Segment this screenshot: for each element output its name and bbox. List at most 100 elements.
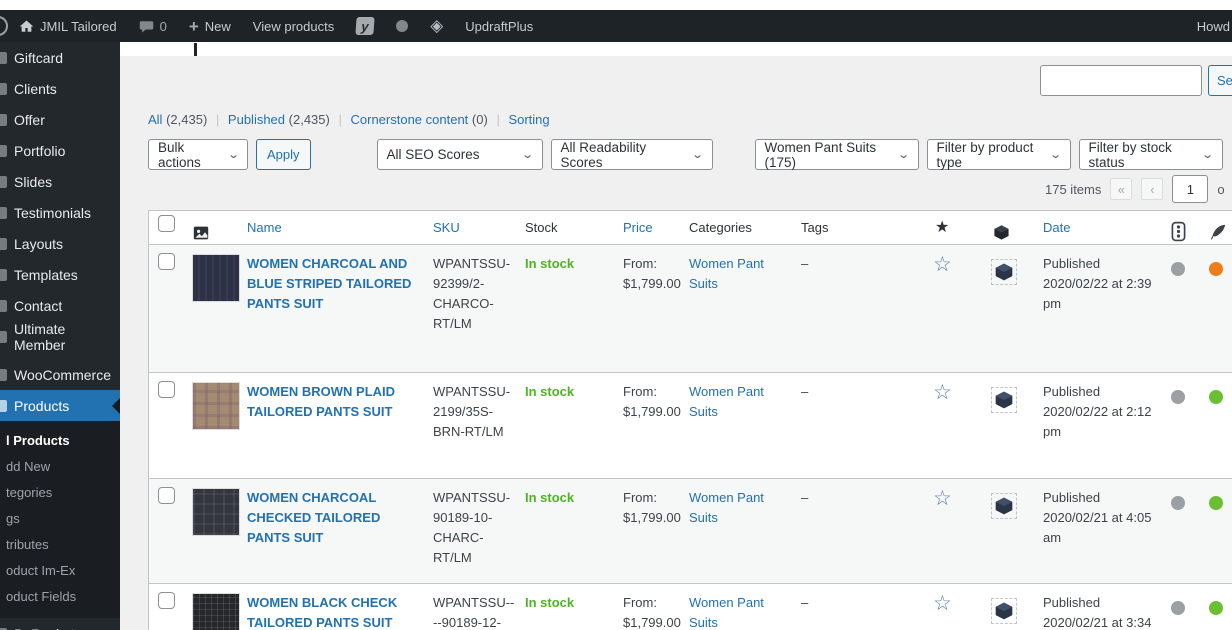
top-tick [194,43,197,56]
notification-dot-menu[interactable] [385,10,419,42]
view-sorting-link[interactable]: Sorting [508,112,549,127]
chevron-down-icon: ⌄ [521,148,534,161]
view-products-link[interactable]: View products [242,10,345,42]
sidebar-label: Products [14,398,69,414]
sidebar-label: Contact [14,298,62,314]
view-all-link[interactable]: All [148,112,162,127]
row-checkbox[interactable] [158,381,175,398]
category-link[interactable]: Women Pant Suits [689,384,764,419]
bulk-actions-select[interactable]: Bulk actions ⌄ [148,139,248,170]
feature-star-toggle[interactable]: ☆ [933,253,952,276]
category-link[interactable]: Women Pant Suits [689,256,764,291]
readability-scores-select[interactable]: All Readability Scores ⌄ [551,139,713,170]
submenu-tags[interactable]: gs [0,506,120,532]
column-header-sku[interactable]: SKU [433,211,525,245]
category-link[interactable]: Women Pant Suits [689,490,764,525]
product-name-link[interactable]: WOMEN BROWN PLAID TAILORED PANTS SUIT [247,382,423,422]
feature-star-toggle[interactable]: ☆ [933,487,952,510]
table-row: WOMEN BLACK CHECK TAILORED PANTS SUIT ID… [149,584,1232,630]
product-thumbnail[interactable] [192,254,240,302]
column-header-name[interactable]: Name [247,211,433,245]
chevron-down-icon: ⌄ [1201,148,1214,161]
submenu-attributes[interactable]: tributes [0,532,120,558]
stock-status-select[interactable]: Filter by stock status ⌄ [1079,139,1223,170]
new-content-menu[interactable]: + New [178,10,242,42]
site-name-menu[interactable]: JMIL Tailored [8,10,128,42]
sidebar-item-ultimate-member[interactable]: Ultimate Member [0,321,120,352]
view-published-link[interactable]: Published [228,112,285,127]
sidebar-item-portfolio[interactable]: Portfolio [0,135,120,166]
product-name-link[interactable]: WOMEN CHARCOAL AND BLUE STRIPED TAILORED… [247,254,423,314]
row-checkbox[interactable] [158,592,175,609]
sidebar-item-templates[interactable]: Templates [0,259,120,290]
updraftplus-menu[interactable]: UpdraftPlus [454,10,544,42]
product-box-icon[interactable] [991,493,1017,519]
prev-page-button[interactable]: ‹ [1141,178,1163,200]
submenu-all-products[interactable]: l Products [0,428,120,454]
sidebar-item-contact[interactable]: Contact [0,290,120,321]
feature-star-toggle[interactable]: ☆ [933,381,952,404]
submenu-categories[interactable]: tegories [0,480,120,506]
product-price: From: $1,799.00 [623,245,689,372]
sidebar-label: Slides [14,174,52,190]
separator: | [496,112,499,127]
seo-scores-value: All SEO Scores [387,147,480,162]
select-all-checkbox[interactable] [158,215,175,232]
apply-button[interactable]: Apply [256,139,311,170]
comments-menu[interactable]: 0 [128,10,178,42]
sidebar-item-giftcard[interactable]: Giftcard [0,42,120,73]
of-label: o [1217,182,1224,197]
search-products-button[interactable]: Sea [1208,65,1232,96]
seo-scores-select[interactable]: All SEO Scores ⌄ [377,139,543,170]
sidebar-item-offer[interactable]: Offer [0,104,120,135]
row-checkbox[interactable] [158,253,175,270]
seo-score-column-icon [1171,221,1193,242]
submenu-product-im-ex[interactable]: oduct Im-Ex [0,558,120,584]
seo-score-dot [1171,601,1185,615]
sidebar-label: Testimonials [14,205,91,221]
sidebar-item-layouts[interactable]: Layouts [0,228,120,259]
product-type-select[interactable]: Filter by product type ⌄ [927,139,1071,170]
view-cornerstone-link[interactable]: Cornerstone content [351,112,469,127]
product-box-icon[interactable] [991,259,1017,285]
product-thumbnail[interactable] [192,593,240,630]
product-name-link[interactable]: WOMEN CHARCOAL CHECKED TAILORED PANTS SU… [247,488,423,548]
wordpress-logo-icon[interactable] [0,16,8,36]
submenu-add-new[interactable]: dd New [0,454,120,480]
image-column-icon [193,225,237,241]
category-link[interactable]: Women Pant Suits [689,595,764,630]
templates-icon [0,269,7,281]
column-header-price[interactable]: Price [623,211,689,245]
sidebar-item-slides[interactable]: Slides [0,166,120,197]
first-page-button[interactable]: « [1110,178,1132,200]
current-page-input[interactable] [1172,175,1208,203]
gem-menu[interactable]: ◈ [419,10,454,42]
product-name-link[interactable]: WOMEN BLACK CHECK TAILORED PANTS SUIT [247,593,423,630]
sidebar-item-testimonials[interactable]: Testimonials [0,197,120,228]
product-box-icon[interactable] [991,598,1017,624]
product-thumbnail[interactable] [192,488,240,536]
yoast-menu[interactable]: y [345,10,385,42]
diamond-icon: ◈ [430,16,443,36]
comment-icon [139,19,154,34]
category-filter-select[interactable]: Women Pant Suits (175) ⌄ [755,139,919,170]
sidebar-label: Ultimate Member [14,321,120,353]
sidebar-item-products[interactable]: Products [0,390,120,421]
column-header-date[interactable]: Date [1043,211,1163,245]
submenu-product-fields[interactable]: oduct Fields [0,584,120,610]
howdy-greeting[interactable]: Howd [1197,19,1232,34]
table-header-row: Name SKU Stock Price Categories Tags ★ D… [149,211,1232,245]
row-checkbox[interactable] [158,487,175,504]
feature-star-toggle[interactable]: ☆ [933,592,952,615]
sidebar-item-woocommerce[interactable]: WooCommerce [0,359,120,390]
search-products-input[interactable] [1040,65,1202,96]
sidebar-item-clients[interactable]: Clients [0,73,120,104]
yoast-icon: y [356,17,375,35]
seo-score-dot [1171,390,1185,404]
table-row: WOMEN BROWN PLAID TAILORED PANTS SUIT WP… [149,373,1232,479]
view-published-count: (2,435) [289,112,330,127]
sidebar-item-berocket[interactable]: BeRocket [0,618,120,630]
product-thumbnail[interactable] [192,382,240,430]
product-box-icon[interactable] [991,387,1017,413]
content-top-strip [120,42,1232,56]
